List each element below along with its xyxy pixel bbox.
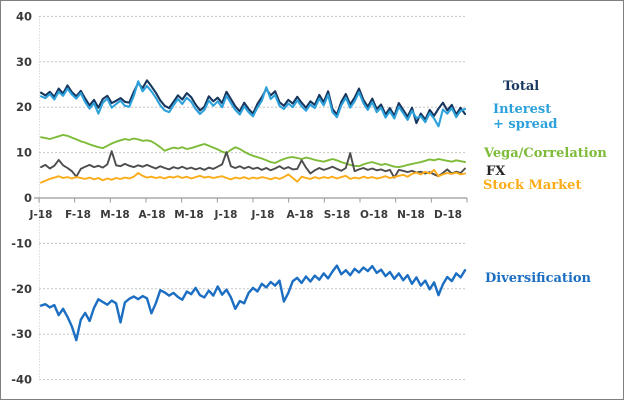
svg-text:-30: -30 [11,327,32,341]
svg-text:J-18: J-18 [214,209,238,221]
legend-label-fx: FX [486,164,506,179]
svg-text:J-18: J-18 [29,209,53,221]
legend-label-stock-market: Stock Market [483,178,582,193]
svg-text:0: 0 [24,191,32,205]
svg-text:10: 10 [16,146,32,160]
legend-label-vega-correlation: Vega/Correlation [484,146,607,161]
svg-text:-10: -10 [11,236,32,250]
svg-text:A-18: A-18 [286,209,313,221]
legend-label-interest-spread: Interest + spread [493,102,558,132]
svg-text:20: 20 [16,100,32,114]
svg-text:30: 30 [16,55,32,69]
legend-label-total: Total [503,79,540,94]
svg-text:S-18: S-18 [324,209,351,221]
svg-text:O-18: O-18 [360,209,388,221]
svg-text:M-18: M-18 [100,209,129,221]
svg-text:-40: -40 [11,373,32,387]
legend-label-diversification: Diversification [485,271,591,286]
svg-text:A-18: A-18 [138,209,165,221]
svg-text:F-18: F-18 [65,209,91,221]
svg-text:J-18: J-18 [251,209,275,221]
svg-text:D-18: D-18 [434,209,462,221]
svg-text:40: 40 [16,9,32,23]
svg-text:N-18: N-18 [397,209,425,221]
svg-text:M-18: M-18 [174,209,203,221]
svg-text:-20: -20 [11,282,32,296]
